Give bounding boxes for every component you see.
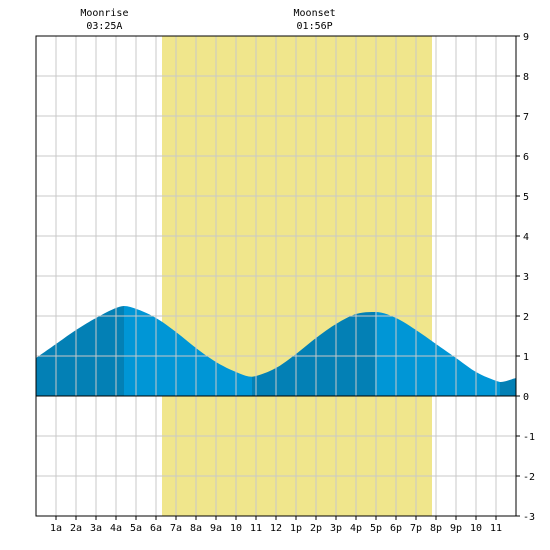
tide-segment-falling (375, 312, 500, 396)
x-tick-label: 9a (210, 523, 222, 534)
x-tick-label: 6p (390, 523, 402, 534)
y-tick-label: 3 (523, 272, 529, 283)
y-tick-label: 7 (523, 112, 529, 123)
x-tick-label: 11 (490, 523, 502, 534)
tide-segment-rising (252, 312, 375, 396)
moon-event-time: 03:25A (86, 21, 122, 32)
tide-area (36, 306, 516, 396)
x-tick-label: 6a (150, 523, 162, 534)
x-tick-label: 10 (470, 523, 482, 534)
x-tick-label: 9p (450, 523, 462, 534)
y-tick-label: 5 (523, 192, 529, 203)
moon-event-time: 01:56P (297, 21, 333, 32)
y-tick-label: 0 (523, 392, 529, 403)
x-tick-label: 2a (70, 523, 82, 534)
y-tick-label: -2 (523, 472, 535, 483)
x-tick-label: 5a (130, 523, 142, 534)
y-tick-label: -1 (523, 432, 535, 443)
y-tick-label: -3 (523, 512, 535, 523)
x-tick-label: 4p (350, 523, 362, 534)
x-tick-label: 11 (250, 523, 262, 534)
x-tick-label: 5p (370, 523, 382, 534)
tide-segment-rising (36, 306, 124, 396)
x-tick-label: 1p (290, 523, 302, 534)
x-tick-label: 12 (270, 523, 282, 534)
x-tick-label: 7p (410, 523, 422, 534)
x-tick-label: 3a (90, 523, 102, 534)
x-tick-label: 10 (230, 523, 242, 534)
moon-events: Moonrise 03:25A Moonset 01:56P (80, 8, 335, 32)
x-tick-label: 2p (310, 523, 322, 534)
y-tick-label: 6 (523, 152, 529, 163)
moon-event-label: Moonset (294, 8, 336, 19)
grid-lines (36, 36, 516, 516)
x-tick-label: 4a (110, 523, 122, 534)
y-tick-label: 2 (523, 312, 529, 323)
x-tick-label: 8a (190, 523, 202, 534)
y-tick-label: 4 (523, 232, 529, 243)
y-axis-ticks: -3 -2 -1 0 1 2 3 4 5 6 7 8 9 (516, 32, 535, 523)
y-tick-label: 8 (523, 72, 529, 83)
x-axis-ticks: 1a 2a 3a 4a 5a 6a 7a 8a 9a 10 11 12 1p 2p 3p 4p 5p 6p 7p 8p… (50, 516, 502, 534)
y-tick-label: 9 (523, 32, 529, 43)
y-tick-label: 1 (523, 352, 529, 363)
x-tick-label: 1a (50, 523, 62, 534)
tide-segment-rising (500, 378, 516, 396)
x-tick-label: 8p (430, 523, 442, 534)
x-tick-label: 7a (170, 523, 182, 534)
moon-event-label: Moonrise (80, 8, 128, 19)
x-tick-label: 3p (330, 523, 342, 534)
